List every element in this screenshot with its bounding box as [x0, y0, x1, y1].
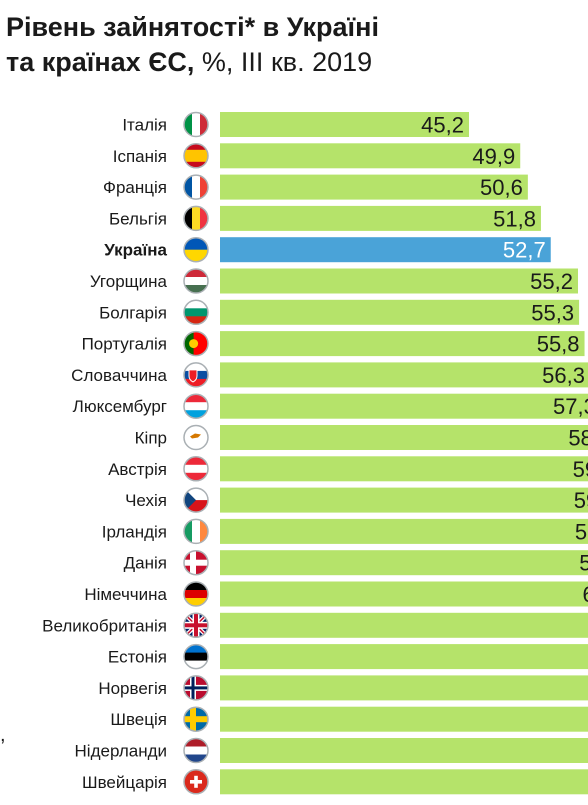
bar — [220, 550, 588, 576]
cyprus-flag-icon — [183, 424, 209, 451]
france-flag-icon — [183, 174, 209, 200]
category-label: Нідерланди — [75, 742, 167, 761]
uk-flag-icon — [183, 612, 209, 639]
title-line-2-bold: та країнах ЄС, — [6, 47, 195, 77]
value-label: 50,6 — [480, 175, 523, 200]
bar — [220, 299, 580, 325]
norway-flag-icon — [183, 675, 209, 701]
category-label: Австрія — [108, 460, 167, 479]
category-label: Німеччина — [84, 585, 167, 604]
category-label: Швейцарія — [82, 773, 167, 792]
category-label: Ірландія — [102, 522, 167, 541]
bar — [220, 331, 585, 357]
bar — [220, 143, 521, 169]
value-label: 59,1 — [573, 457, 588, 482]
category-label: Бельгія — [109, 209, 167, 228]
category-label: Кіпр — [135, 429, 167, 448]
bar — [220, 205, 541, 231]
value-label: 55,2 — [530, 269, 573, 294]
category-label: Норвегія — [98, 679, 167, 698]
title-line-1: Рівень зайнятості* в Україні — [6, 10, 581, 45]
category-label: Угорщина — [90, 272, 168, 291]
value-label: 56,3 — [542, 363, 585, 388]
category-label: Португалія — [82, 335, 167, 354]
switzerland-flag-icon — [183, 769, 209, 795]
category-label: Чехія — [125, 491, 167, 510]
value-label: 59,2 — [574, 488, 588, 513]
hungary-flag-icon — [183, 268, 209, 294]
bar — [220, 769, 588, 795]
value-label: 59,7 — [579, 551, 588, 576]
category-label: Словаччина — [71, 366, 167, 385]
bar — [220, 644, 588, 670]
title-line-1-text: Рівень зайнятості* в Україні — [6, 12, 379, 42]
bar — [220, 112, 469, 137]
category-label: Великобританія — [42, 616, 167, 635]
category-label: Швеція — [110, 710, 167, 729]
category-label: Болгарія — [99, 303, 167, 322]
bar — [220, 706, 588, 732]
belgium-flag-icon — [183, 205, 209, 232]
bar — [220, 425, 588, 450]
value-label: 60,0 — [582, 582, 588, 607]
category-label: Естонія — [108, 648, 167, 667]
bar — [220, 518, 588, 544]
slovakia-flag-icon — [183, 362, 209, 388]
bar — [220, 456, 588, 482]
bulgaria-flag-icon — [183, 299, 209, 326]
austria-flag-icon — [183, 456, 209, 482]
bar — [220, 738, 588, 763]
value-label: 55,3 — [531, 300, 574, 325]
category-label: Люксембург — [73, 397, 167, 416]
category-label: Італія — [122, 116, 167, 135]
bar — [220, 612, 588, 638]
value-label: 49,9 — [472, 144, 515, 169]
germany-flag-icon — [183, 581, 209, 607]
ireland-flag-icon — [183, 518, 209, 545]
italy-flag-icon — [183, 111, 209, 138]
bar — [220, 268, 578, 294]
bar — [220, 174, 528, 200]
bar — [220, 487, 588, 513]
value-label: 52,7 — [503, 238, 546, 263]
category-label: Іспанія — [113, 147, 167, 166]
portugal-flag-icon — [183, 330, 209, 357]
denmark-flag-icon — [183, 549, 209, 576]
edge-mark: , — [0, 724, 6, 746]
luxembourg-flag-icon — [183, 393, 209, 419]
bar — [220, 237, 551, 263]
bar — [220, 675, 588, 701]
chart-title: Рівень зайнятості* в Україні та країнах … — [6, 10, 581, 80]
category-label: Данія — [124, 554, 167, 573]
netherlands-flag-icon — [183, 737, 209, 764]
bar — [220, 581, 588, 607]
title-line-2-rest: %, ІІІ кв. 2019 — [194, 47, 373, 77]
value-label: 51,8 — [493, 206, 536, 231]
value-label: 59,3 — [575, 519, 588, 544]
bar — [220, 362, 588, 388]
estonia-flag-icon — [183, 643, 209, 670]
value-label: 45,2 — [421, 113, 464, 138]
bar — [220, 393, 588, 419]
spain-flag-icon — [183, 143, 209, 169]
category-label: Франція — [103, 178, 167, 197]
value-label: 55,8 — [537, 332, 580, 357]
value-label: 58,7 — [568, 426, 588, 451]
czechia-flag-icon — [183, 487, 209, 513]
ukraine-flag-icon — [183, 236, 209, 263]
category-label: Україна — [104, 241, 167, 260]
title-line-2: та країнах ЄС, %, ІІІ кв. 2019 — [6, 45, 581, 80]
value-label: 57,3 — [553, 394, 588, 419]
sweden-flag-icon — [183, 706, 209, 732]
